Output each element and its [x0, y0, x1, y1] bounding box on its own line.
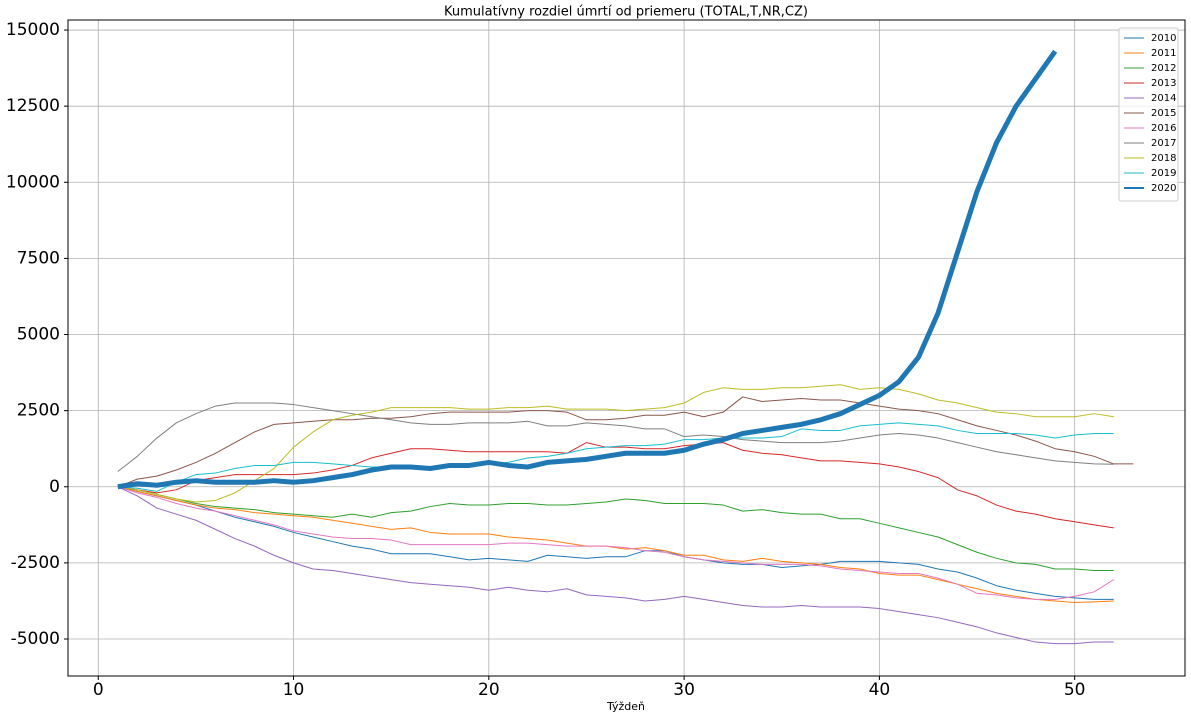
legend-label: 2020	[1151, 183, 1176, 194]
plot-lines	[117, 49, 1134, 645]
y-tick-label: 12500	[6, 96, 60, 116]
series-line	[117, 486, 1114, 645]
legend-label: 2012	[1151, 63, 1176, 74]
legend-label: 2017	[1151, 138, 1176, 149]
legend-label: 2010	[1151, 33, 1176, 44]
y-tick-label: -5000	[11, 629, 60, 649]
y-tick-label: 5000	[17, 325, 60, 345]
legend-label: 2015	[1151, 108, 1176, 119]
series-line	[117, 402, 1114, 472]
x-tick-label: 20	[478, 680, 500, 700]
legend-label: 2013	[1151, 78, 1176, 89]
series-line	[117, 396, 1134, 488]
legend-label: 2014	[1151, 93, 1176, 104]
y-tick-label: 7500	[17, 248, 60, 268]
x-axis-label: Týždeň	[606, 700, 645, 713]
series-line	[117, 486, 1114, 571]
plot-frame	[67, 19, 1186, 677]
series-line	[117, 442, 1114, 529]
y-tick-label: 15000	[6, 20, 60, 40]
x-tick-label: 40	[869, 680, 891, 700]
series-line	[117, 422, 1114, 492]
y-tick-label: 10000	[6, 172, 60, 192]
series-line	[117, 486, 1114, 603]
x-tick-label: 0	[93, 680, 104, 700]
series-line	[117, 384, 1114, 503]
x-tick-label: 10	[283, 680, 305, 700]
series-line	[117, 486, 1114, 600]
y-tick-label: -2500	[11, 553, 60, 573]
y-tick-label: 0	[49, 477, 60, 497]
legend-label: 2016	[1151, 123, 1176, 134]
x-tick-label: 30	[673, 680, 695, 700]
chart-title: Kumulatívny rozdiel úmrtí od priemeru (T…	[444, 5, 808, 20]
y-tick-label: 2500	[17, 401, 60, 421]
series-line	[117, 49, 1058, 490]
legend: 2010 2011 2012 2013 2014 2015 2016 2017 2018 2019…	[1118, 27, 1179, 202]
ticks: 0 10 20 30 40 50 -5000 -2500 0 2500 5000 7500 10000 1…	[6, 20, 1086, 700]
x-tick-label: 50	[1064, 680, 1086, 700]
legend-label: 2018	[1151, 153, 1176, 164]
series-line	[117, 486, 1114, 600]
legend-label: 2011	[1151, 48, 1176, 59]
legend-label: 2019	[1151, 168, 1176, 179]
